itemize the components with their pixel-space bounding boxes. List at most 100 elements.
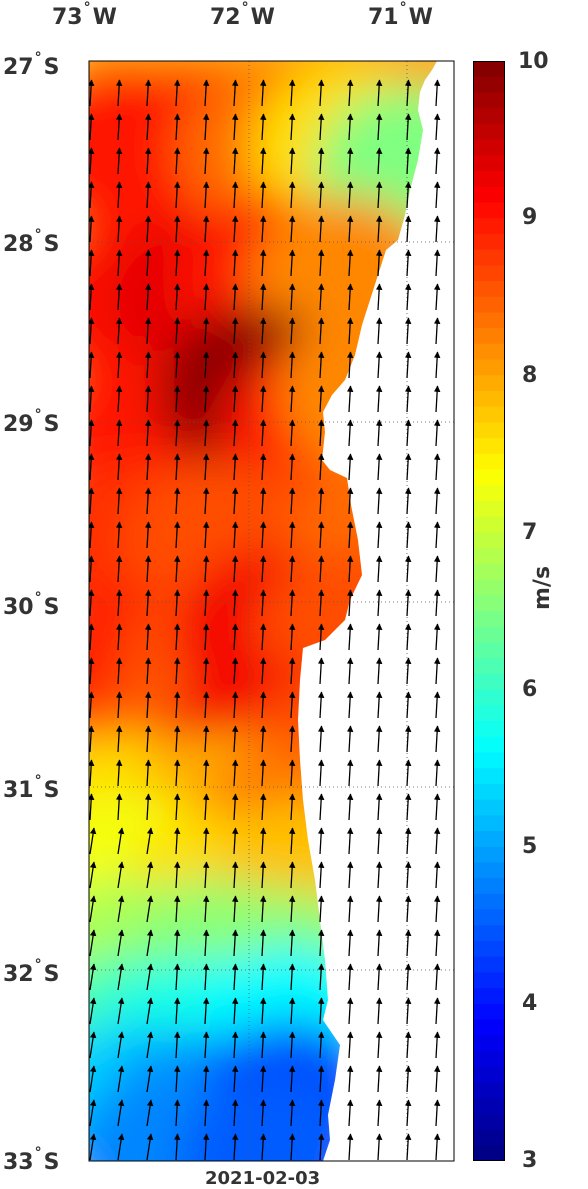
wind-arrow xyxy=(346,453,354,481)
wind-arrow xyxy=(115,249,123,277)
wind-arrow xyxy=(288,1099,296,1127)
wind-arrow xyxy=(288,725,296,753)
wind-arrow xyxy=(202,147,210,175)
wind-arrow xyxy=(375,181,383,209)
wind-arrow xyxy=(375,215,383,243)
wind-arrow xyxy=(89,827,97,855)
colorbar-step xyxy=(473,218,505,235)
wind-arrow xyxy=(231,861,239,889)
wind-arrow xyxy=(173,691,181,719)
colorbar-step xyxy=(473,988,505,1005)
colorbar-step xyxy=(473,296,505,314)
colorbar-step xyxy=(473,1082,505,1099)
wind-arrow xyxy=(317,691,325,719)
wind-arrow xyxy=(173,827,181,855)
wind-arrow xyxy=(404,691,412,719)
wind-arrow xyxy=(288,1133,296,1161)
wind-arrow xyxy=(202,249,210,277)
wind-arrow xyxy=(117,1133,125,1161)
wind-arrow xyxy=(144,317,152,345)
wind-arrow xyxy=(433,419,441,447)
colorbar-step xyxy=(473,1066,505,1084)
colorbar-step xyxy=(473,642,505,659)
wind-arrow xyxy=(375,1065,383,1093)
colorbar-step xyxy=(473,563,505,581)
lat-label-31s: 31°S xyxy=(3,773,60,803)
wind-arrow xyxy=(317,963,325,991)
wind-arrow xyxy=(202,1065,210,1093)
wind-arrow xyxy=(202,793,210,821)
wind-arrow xyxy=(346,691,354,719)
wind-arrow xyxy=(89,453,95,481)
colorbar-step xyxy=(473,1019,505,1036)
colorbar-step xyxy=(473,941,505,958)
wind-arrow xyxy=(288,385,296,413)
wind-arrow xyxy=(202,997,210,1025)
wind-arrow xyxy=(433,929,441,957)
wind-arrow xyxy=(115,215,123,243)
wind-arrow xyxy=(317,725,325,753)
wind-arrow xyxy=(231,419,239,447)
wind-arrow xyxy=(259,453,267,481)
wind-arrow xyxy=(173,589,181,617)
wind-arrow xyxy=(317,1133,325,1161)
wind-arrow xyxy=(231,351,239,379)
wind-arrow xyxy=(173,657,181,685)
wind-arrow xyxy=(202,827,210,855)
wind-arrow xyxy=(115,79,123,107)
wind-arrow xyxy=(231,385,239,413)
wind-arrow xyxy=(202,453,210,481)
colorbar-step xyxy=(473,831,505,848)
wind-arrow xyxy=(144,657,152,685)
wind-arrow xyxy=(115,113,123,141)
wind-arrow xyxy=(346,147,354,175)
wind-arrow xyxy=(144,249,152,277)
wind-arrow xyxy=(173,419,181,447)
wind-arrow xyxy=(375,555,383,583)
wind-arrow xyxy=(89,725,95,753)
wind-arrow xyxy=(173,725,181,753)
wind-arrow xyxy=(146,963,154,991)
wind-arrow xyxy=(117,997,125,1025)
wind-arrow xyxy=(144,521,152,549)
wind-arrow xyxy=(115,419,123,447)
wind-arrow xyxy=(288,861,296,889)
colorbar-step xyxy=(473,658,505,675)
lon-label-72w: 72°W xyxy=(210,0,275,30)
wind-arrow xyxy=(259,1031,267,1059)
wind-arrow xyxy=(144,725,152,753)
wind-arrow xyxy=(89,657,95,685)
wind-arrow xyxy=(259,691,267,719)
wind-arrow xyxy=(231,555,239,583)
colorbar-step xyxy=(473,611,505,628)
wind-arrow xyxy=(317,283,325,311)
wind-arrow xyxy=(346,623,354,651)
wind-arrow xyxy=(144,181,152,209)
wind-arrow xyxy=(375,589,383,617)
colorbar-step xyxy=(473,155,505,172)
wind-arrow xyxy=(259,385,267,413)
colorbar-step xyxy=(473,1129,505,1146)
colorbar-step xyxy=(473,406,505,424)
wind-arrow xyxy=(89,963,97,991)
colorbar-step xyxy=(473,595,505,612)
wind-arrow xyxy=(89,487,95,515)
wind-arrow xyxy=(259,351,267,379)
wind-arrow xyxy=(317,215,325,243)
colorbar-step xyxy=(473,233,505,251)
wind-arrow xyxy=(231,487,239,515)
wind-arrow xyxy=(259,113,267,141)
wind-arrow xyxy=(404,657,412,685)
wind-arrow xyxy=(375,963,383,991)
wind-arrow xyxy=(433,1031,441,1059)
wind-arrow xyxy=(173,793,181,821)
wind-arrow xyxy=(231,759,239,787)
wind-arrow xyxy=(288,79,296,107)
colorbar-step xyxy=(473,548,505,565)
wind-arrow xyxy=(317,589,325,617)
wind-arrow xyxy=(375,147,383,175)
wind-arrow xyxy=(288,759,296,787)
wind-arrow xyxy=(144,419,152,447)
wind-arrow xyxy=(115,657,123,685)
wind-arrow xyxy=(433,249,441,277)
